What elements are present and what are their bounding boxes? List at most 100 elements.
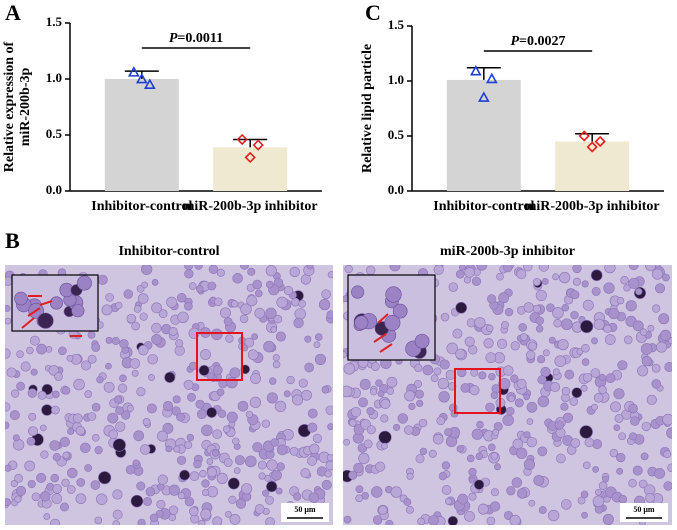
cell [494, 463, 501, 471]
cell [321, 479, 332, 490]
cell [452, 328, 463, 339]
cell [603, 282, 615, 294]
cell [250, 373, 262, 385]
cell [123, 289, 134, 299]
cell [532, 304, 541, 314]
cell [414, 379, 423, 388]
cell [262, 489, 270, 497]
cell [275, 487, 283, 495]
cell [293, 317, 304, 329]
y-tick-label: 1.0 [46, 70, 62, 85]
cell [15, 485, 27, 496]
cell [133, 430, 145, 442]
error-bar [233, 138, 268, 148]
cell [126, 313, 137, 324]
cell [201, 488, 210, 497]
data-point [586, 141, 598, 153]
cell [358, 397, 368, 408]
cell [380, 414, 389, 423]
cell [212, 429, 223, 440]
cell [662, 413, 672, 426]
cell [632, 465, 643, 476]
cell [542, 349, 550, 357]
cell [464, 267, 475, 278]
cell [378, 430, 392, 444]
arrow [27, 307, 41, 317]
cell [433, 367, 442, 376]
cell [569, 397, 579, 406]
cell [265, 517, 275, 525]
cell [156, 499, 166, 509]
cell [132, 459, 140, 467]
cell [591, 403, 598, 411]
cell [343, 362, 356, 375]
cell [614, 414, 624, 423]
cell [87, 412, 97, 421]
cell [133, 305, 142, 313]
cell [440, 312, 450, 322]
cell [441, 461, 451, 470]
cell [294, 308, 306, 320]
cell [554, 420, 564, 430]
cell [460, 383, 470, 393]
cell [438, 472, 448, 481]
cell [538, 265, 549, 272]
cell [532, 277, 541, 286]
y-tick-label: 1.0 [388, 72, 404, 87]
cell [654, 468, 666, 479]
inset-cell [37, 312, 54, 329]
y-tick-label: 0.0 [46, 182, 62, 197]
cell [581, 343, 590, 353]
cell [344, 265, 353, 274]
cell [119, 374, 127, 383]
cell [564, 369, 575, 380]
cell [350, 406, 362, 418]
cell [5, 402, 11, 412]
cell [12, 439, 25, 451]
cell [52, 484, 62, 494]
cell [628, 479, 637, 488]
cell [343, 515, 352, 524]
cell [115, 421, 126, 432]
cell [20, 361, 31, 372]
cell [318, 299, 331, 311]
cell [121, 410, 131, 420]
cell [101, 304, 113, 316]
cell [592, 439, 603, 450]
cell [234, 455, 245, 466]
cell [486, 516, 496, 525]
cell [523, 458, 536, 471]
cell [473, 479, 485, 490]
data-point [244, 151, 256, 164]
cell [265, 280, 274, 289]
cell [632, 320, 644, 332]
cell [438, 391, 450, 403]
cell [213, 297, 223, 307]
cell [298, 378, 308, 388]
y-axis-label: Relative lipid particle [360, 44, 375, 173]
cell [5, 348, 11, 359]
cell [523, 302, 534, 313]
cell [526, 401, 538, 413]
cell [208, 265, 219, 275]
cell [162, 422, 174, 434]
cell [468, 492, 477, 501]
cell [508, 395, 515, 403]
cell [593, 392, 604, 403]
cell [647, 324, 655, 332]
cell [111, 336, 120, 345]
cell [261, 419, 271, 428]
cell [417, 517, 425, 525]
cell [177, 311, 189, 323]
cell [5, 464, 12, 472]
cell [137, 518, 146, 525]
error-bar [466, 67, 501, 80]
cell [514, 398, 524, 408]
cell [142, 417, 151, 426]
cell [228, 495, 237, 504]
cell [478, 371, 487, 380]
cell [664, 362, 672, 372]
y-tick-label: 0.5 [46, 126, 63, 141]
cell [212, 516, 223, 525]
cell [516, 488, 528, 499]
